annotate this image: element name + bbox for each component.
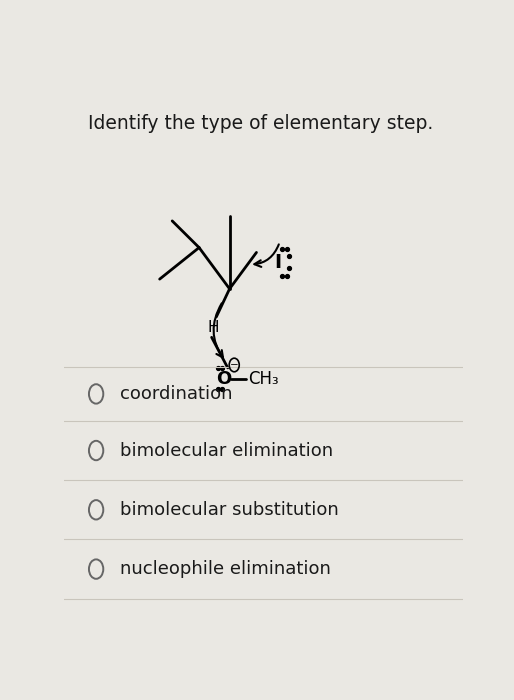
Text: CH₃: CH₃ xyxy=(249,370,279,388)
Text: −: − xyxy=(230,360,238,370)
Text: bimolecular substitution: bimolecular substitution xyxy=(120,500,339,519)
Text: bimolecular elimination: bimolecular elimination xyxy=(120,442,333,459)
Text: O: O xyxy=(216,370,232,388)
Text: coordination: coordination xyxy=(120,385,232,403)
Text: Identify the type of elementary step.: Identify the type of elementary step. xyxy=(88,113,433,132)
Text: I: I xyxy=(274,253,282,272)
Text: H: H xyxy=(208,320,219,335)
Text: nucleophile elimination: nucleophile elimination xyxy=(120,560,331,578)
